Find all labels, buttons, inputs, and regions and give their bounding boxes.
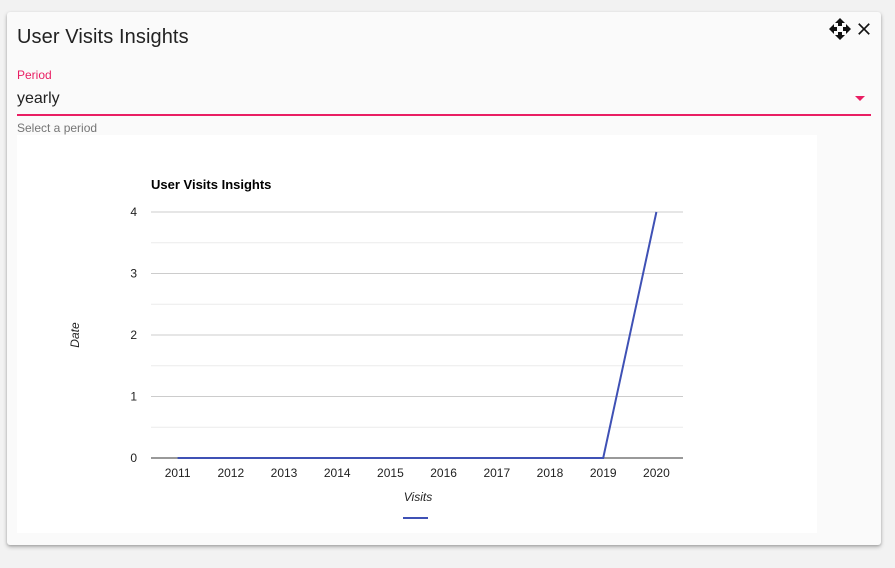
x-tick-label: 2013 [271,466,298,480]
x-tick-label: 2017 [483,466,510,480]
y-axis-label: Date [68,322,82,348]
y-tick-label: 2 [130,328,137,342]
x-tick-label: 2020 [643,466,670,480]
x-tick-label: 2012 [217,466,244,480]
close-icon[interactable] [854,19,874,39]
y-tick-label: 0 [130,451,137,465]
period-select[interactable]: Period yearly [17,68,871,116]
x-tick-label: 2014 [324,466,351,480]
x-tick-label: 2015 [377,466,404,480]
y-tick-label: 1 [130,390,137,404]
x-tick-label: 2018 [537,466,564,480]
period-label: Period [17,68,52,82]
move-icon[interactable] [828,17,852,41]
period-underline [17,114,871,116]
dropdown-arrow-icon[interactable] [855,96,865,101]
chart-title: User Visits Insights [151,177,271,192]
line-chart: User Visits Insights 0 1 2 3 4 2011 2012 2013 2… [68,177,683,519]
dialog-title: User Visits Insights [17,26,189,48]
x-tick-label: 2016 [430,466,457,480]
period-hint: Select a period [17,121,98,135]
dialog: User Visits Insights Period yearly Selec… [7,12,881,545]
x-tick-label: 2019 [590,466,617,480]
y-tick-label: 3 [130,267,137,281]
x-axis-label: Visits [404,490,432,504]
x-tick-label: 2011 [165,466,191,480]
chart-panel: User Visits Insights 0 1 2 3 4 2011 2012 2013 2… [17,135,817,533]
period-value: yearly [17,90,60,107]
series-line [177,211,658,459]
y-tick-label: 4 [130,205,137,219]
